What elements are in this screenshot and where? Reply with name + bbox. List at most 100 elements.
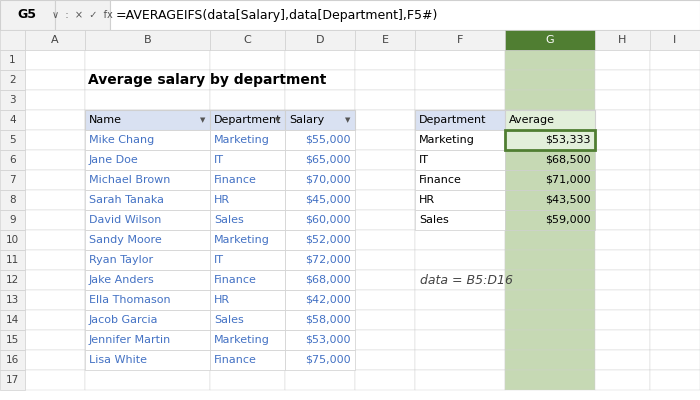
Bar xyxy=(595,270,650,290)
Bar xyxy=(415,290,505,310)
Text: IT: IT xyxy=(214,255,224,265)
Bar xyxy=(505,330,595,350)
Bar xyxy=(285,310,355,330)
Bar xyxy=(505,110,595,130)
Bar xyxy=(650,350,700,370)
Bar xyxy=(595,70,650,90)
Bar xyxy=(285,130,355,150)
Bar xyxy=(285,130,355,150)
Bar xyxy=(415,190,505,210)
Bar xyxy=(210,310,285,330)
Bar xyxy=(505,30,595,50)
Bar xyxy=(85,150,210,170)
Bar xyxy=(595,250,650,270)
Text: =AVERAGEIFS(data[Salary],data[Department],F5#): =AVERAGEIFS(data[Salary],data[Department… xyxy=(116,8,438,22)
Text: Marketing: Marketing xyxy=(214,235,270,245)
Bar xyxy=(210,190,285,210)
Bar xyxy=(210,130,285,150)
Bar xyxy=(85,250,210,270)
Bar xyxy=(85,230,210,250)
Bar xyxy=(25,70,85,90)
Bar xyxy=(25,130,85,150)
Bar xyxy=(595,330,650,350)
Bar xyxy=(85,210,210,230)
Bar xyxy=(415,150,505,170)
Bar xyxy=(210,270,285,290)
Text: Finance: Finance xyxy=(214,275,257,285)
Bar xyxy=(505,230,595,250)
Text: $72,000: $72,000 xyxy=(305,255,351,265)
Bar xyxy=(85,130,210,150)
Text: Marketing: Marketing xyxy=(214,135,270,145)
Bar xyxy=(0,30,25,50)
Bar xyxy=(85,130,210,150)
Bar xyxy=(650,130,700,150)
Bar xyxy=(210,330,285,350)
Text: Sandy Moore: Sandy Moore xyxy=(89,235,162,245)
Bar xyxy=(85,270,210,290)
Text: $70,000: $70,000 xyxy=(305,175,351,185)
Bar xyxy=(505,90,595,110)
Bar xyxy=(210,190,285,210)
Bar xyxy=(285,210,355,230)
Text: Mike Chang: Mike Chang xyxy=(89,135,154,145)
Bar xyxy=(0,190,25,210)
Bar xyxy=(210,210,285,230)
Bar xyxy=(355,210,415,230)
Bar xyxy=(505,210,595,230)
Bar xyxy=(210,290,285,310)
Bar xyxy=(0,310,25,330)
Text: 5: 5 xyxy=(9,135,16,145)
Bar xyxy=(210,230,285,250)
Bar xyxy=(595,110,650,130)
Bar xyxy=(85,210,210,230)
Bar xyxy=(25,330,85,350)
Text: 8: 8 xyxy=(9,195,16,205)
Text: Jacob Garcia: Jacob Garcia xyxy=(89,315,158,325)
Bar xyxy=(0,170,25,190)
Text: $71,000: $71,000 xyxy=(545,175,591,185)
Bar xyxy=(210,170,285,190)
Bar xyxy=(285,110,355,130)
Text: 6: 6 xyxy=(9,155,16,165)
Bar xyxy=(505,270,595,290)
Bar xyxy=(25,150,85,170)
Bar xyxy=(85,310,210,330)
Bar xyxy=(85,110,210,130)
Text: Sales: Sales xyxy=(214,215,244,225)
Bar xyxy=(595,130,650,150)
Bar xyxy=(25,90,85,110)
Bar xyxy=(210,350,285,370)
Bar xyxy=(25,270,85,290)
Text: 14: 14 xyxy=(6,315,19,325)
Bar xyxy=(595,350,650,370)
Text: $52,000: $52,000 xyxy=(305,235,351,245)
Text: I: I xyxy=(673,35,677,45)
Bar xyxy=(85,30,210,50)
Bar xyxy=(355,110,415,130)
Bar xyxy=(285,330,355,350)
Text: ▼: ▼ xyxy=(275,117,281,123)
Bar xyxy=(415,210,505,230)
Bar xyxy=(285,290,355,310)
Bar xyxy=(210,150,285,170)
Text: 7: 7 xyxy=(9,175,16,185)
Text: 1: 1 xyxy=(9,55,16,65)
Bar xyxy=(415,170,505,190)
Bar xyxy=(285,270,355,290)
Bar xyxy=(415,130,505,150)
Bar xyxy=(210,270,285,290)
Bar xyxy=(595,370,650,390)
Bar xyxy=(0,330,25,350)
Text: $75,000: $75,000 xyxy=(305,355,351,365)
Bar xyxy=(355,70,415,90)
Bar xyxy=(650,230,700,250)
Bar xyxy=(85,290,210,310)
Bar xyxy=(650,290,700,310)
Bar xyxy=(415,190,505,210)
Bar xyxy=(0,90,25,110)
Bar xyxy=(285,350,355,370)
Text: 16: 16 xyxy=(6,355,19,365)
Bar xyxy=(415,330,505,350)
Bar xyxy=(285,370,355,390)
